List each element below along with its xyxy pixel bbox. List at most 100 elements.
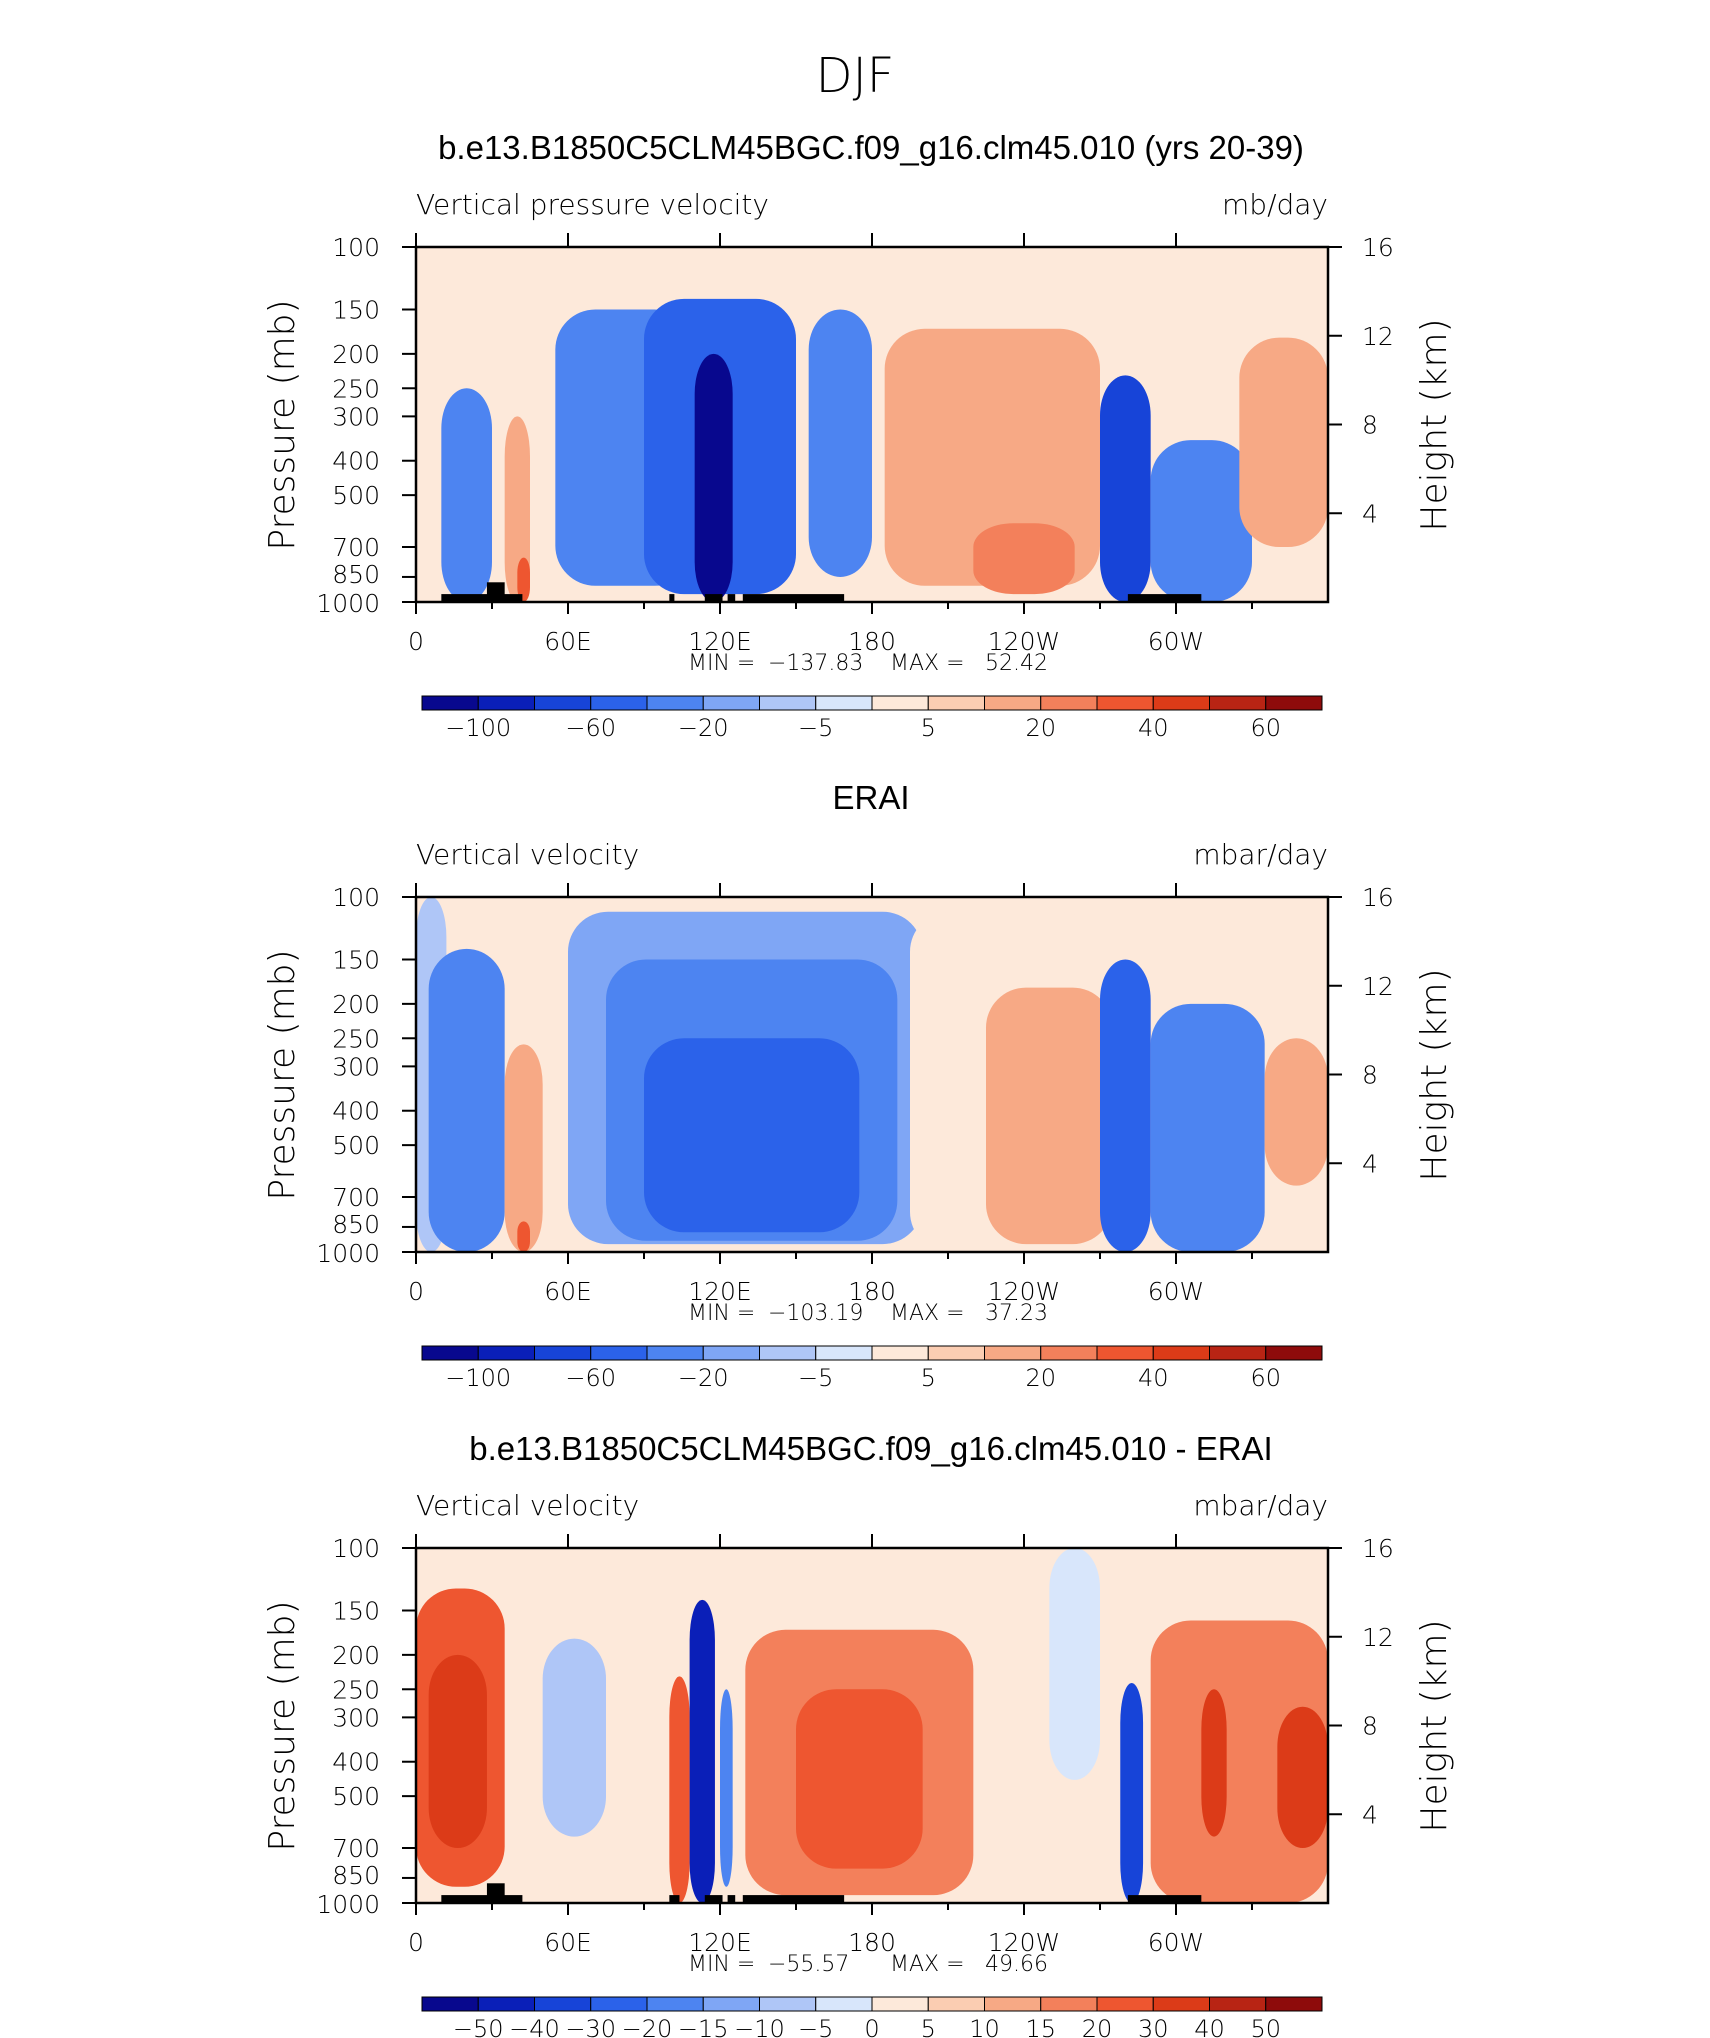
y-tick-label: 850 <box>332 560 380 589</box>
colorbar-label: −30 <box>565 2015 616 2038</box>
contour-region-3 <box>504 416 530 602</box>
colorbar-box <box>984 695 1042 711</box>
colorbar-box <box>1209 1345 1267 1361</box>
colorbar-box <box>1152 1345 1210 1361</box>
height-tick-label: 4 <box>1362 1149 1378 1178</box>
colorbar-label: 5 <box>921 2015 936 2038</box>
max-label: MAX = <box>890 1952 965 1977</box>
contour-region-10 <box>1049 1548 1100 1780</box>
y-axis-title: Pressure (mb) <box>262 299 303 550</box>
x-tick-label: 120E <box>688 627 752 656</box>
height-tick-label: 16 <box>1362 233 1394 262</box>
colorbar-box <box>927 1996 985 2012</box>
colorbar-box <box>702 1345 760 1361</box>
units-label: mbar/day <box>1193 838 1328 871</box>
colorbar-box <box>759 1345 817 1361</box>
x-tick-label: 0 <box>408 627 424 656</box>
stats-line: MIN = −103.19 MAX = 37.23 <box>688 1301 1048 1326</box>
colorbar-label: 30 <box>1138 2015 1169 2038</box>
panel-title: ERAI <box>832 779 909 816</box>
contour-region-7 <box>644 1038 860 1233</box>
land-mask-7 <box>1127 1895 1202 1903</box>
y-tick-label: 500 <box>332 1782 380 1811</box>
colorbar-label: −50 <box>453 2015 504 2038</box>
height-axis-title: Height (km) <box>1414 318 1455 531</box>
x-tick-label: 60E <box>544 627 592 656</box>
contour-region-12 <box>1150 440 1252 602</box>
y-tick-label: 500 <box>332 1131 380 1160</box>
land-mask-3 <box>669 594 675 602</box>
colorbar-box <box>1040 1345 1098 1361</box>
colorbar-box <box>590 1996 648 2012</box>
colorbar-label: −60 <box>565 714 616 742</box>
x-axis: 0 60E 120E 180 120W 60W <box>408 233 1253 656</box>
contour-region-10 <box>1100 959 1151 1252</box>
contour-region-9 <box>986 987 1113 1245</box>
colorbar-box <box>1152 695 1210 711</box>
colorbar-box <box>1265 695 1323 711</box>
colorbar-box <box>1096 1345 1154 1361</box>
height-tick-label: 8 <box>1362 1712 1378 1741</box>
y-tick-label: 250 <box>332 1675 380 1704</box>
min-label: MIN = <box>688 1952 755 1977</box>
y-tick-label: 400 <box>332 1748 380 1777</box>
max-label: MAX = <box>890 1301 965 1326</box>
x-tick-label: 60E <box>544 1928 592 1957</box>
colorbar-box <box>815 1345 873 1361</box>
land-mask-5 <box>727 1895 736 1903</box>
land-mask-4 <box>704 594 723 602</box>
y-tick-label: 700 <box>332 533 380 562</box>
y-axis-right: 16 12 8 4 <box>1328 883 1394 1178</box>
y-axis-title: Pressure (mb) <box>262 949 303 1200</box>
colorbar-box <box>534 1345 592 1361</box>
colorbar-box <box>534 1996 592 2012</box>
y-tick-label: 300 <box>332 1703 380 1732</box>
colorbar-box <box>759 695 817 711</box>
contour-region-2 <box>441 388 492 602</box>
contour-field <box>416 897 1328 1252</box>
colorbar-label: 10 <box>969 2015 1000 2038</box>
height-tick-label: 12 <box>1362 972 1394 1001</box>
y-tick-label: 150 <box>332 296 380 325</box>
x-tick-label: 120E <box>688 1277 752 1306</box>
contour-region-7 <box>694 353 733 602</box>
colorbar-box <box>646 695 704 711</box>
height-axis-title: Height (km) <box>1414 968 1455 1181</box>
colorbar-label: 5 <box>921 714 936 742</box>
min-value: −137.83 <box>768 651 863 676</box>
land-mask-6 <box>742 594 845 602</box>
panel-title: b.e13.B1850C5CLM45BGC.f09_g16.clm45.010 … <box>438 129 1304 166</box>
y-tick-label: 100 <box>332 233 380 262</box>
y-tick-label: 1000 <box>316 589 380 618</box>
colorbar-box <box>984 1996 1042 2012</box>
land-mask-1 <box>441 1895 523 1903</box>
max-value: 52.42 <box>985 651 1048 676</box>
contour-region-5 <box>669 1676 690 1903</box>
colorbar-label: −20 <box>678 714 729 742</box>
units-label: mb/day <box>1222 188 1328 221</box>
x-tick-label: 120W <box>988 1928 1060 1957</box>
x-tick-label: 120W <box>988 1277 1060 1306</box>
contour-region-9 <box>796 1689 923 1869</box>
colorbar-box <box>477 695 535 711</box>
y-tick-label: 850 <box>332 1210 380 1239</box>
contour-field <box>416 247 1328 602</box>
min-value: −55.57 <box>768 1952 849 1977</box>
y-tick-label: 150 <box>332 1597 380 1626</box>
y-tick-label: 1000 <box>316 1890 380 1919</box>
contour-region-11 <box>1100 375 1151 602</box>
variable-label: Vertical pressure velocity <box>416 188 769 221</box>
contour-region-3 <box>428 1654 487 1849</box>
colorbar-box <box>759 1996 817 2012</box>
colorbar-label: −20 <box>622 2015 673 2038</box>
x-tick-label: 60W <box>1148 627 1205 656</box>
stats-line: MIN = −55.57 MAX = 49.66 <box>688 1952 1048 1977</box>
x-tick-label: 0 <box>408 1928 424 1957</box>
colorbar-label: 15 <box>1025 2015 1056 2038</box>
colorbar-label: 40 <box>1194 2015 1225 2038</box>
y-axis-right: 16 12 8 4 <box>1328 233 1394 528</box>
colorbar-box <box>984 1345 1042 1361</box>
colorbar-label: 60 <box>1250 1364 1281 1392</box>
